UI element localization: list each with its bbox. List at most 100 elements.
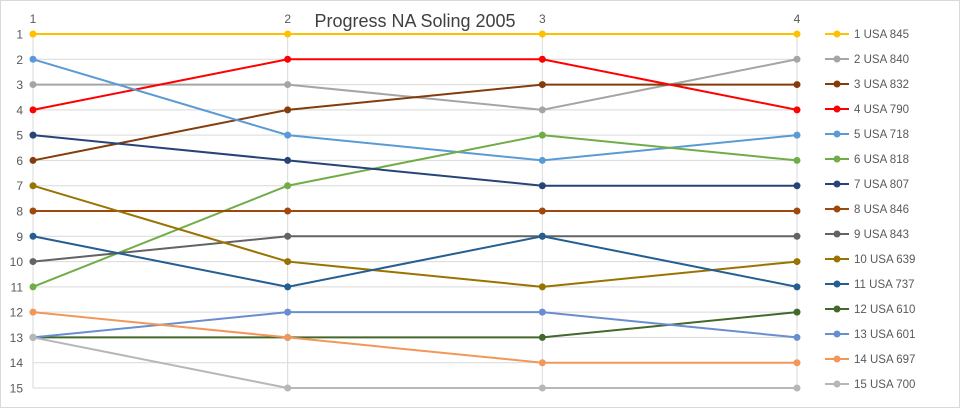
series-line bbox=[32, 235, 798, 288]
data-point bbox=[793, 106, 801, 114]
data-point bbox=[29, 30, 37, 38]
legend-label: 2 USA 840 bbox=[854, 54, 909, 66]
legend-marker bbox=[833, 130, 841, 138]
legend-marker bbox=[833, 305, 841, 313]
legend-label: 15 USA 700 bbox=[854, 379, 915, 391]
data-point bbox=[793, 258, 801, 266]
legend-marker bbox=[833, 105, 841, 113]
data-point bbox=[29, 308, 37, 316]
data-point bbox=[29, 283, 37, 291]
data-point bbox=[29, 258, 37, 266]
y-tick-label: 1 bbox=[16, 28, 23, 42]
data-point bbox=[793, 30, 801, 38]
x-tick-label: 2 bbox=[284, 12, 291, 26]
legend-label: 7 USA 807 bbox=[854, 179, 909, 191]
data-point bbox=[538, 156, 546, 164]
y-tick-label: 6 bbox=[16, 154, 23, 168]
data-point bbox=[538, 55, 546, 63]
data-point bbox=[793, 232, 801, 240]
y-tick-label: 15 bbox=[10, 382, 24, 396]
legend-marker bbox=[833, 380, 841, 388]
data-point bbox=[538, 232, 546, 240]
series-line bbox=[32, 58, 798, 111]
data-point bbox=[284, 156, 292, 164]
data-point bbox=[538, 207, 546, 215]
data-point bbox=[793, 182, 801, 190]
data-point bbox=[29, 207, 37, 215]
data-point bbox=[29, 81, 37, 89]
data-point bbox=[793, 308, 801, 316]
data-point bbox=[538, 283, 546, 291]
legend-marker bbox=[833, 180, 841, 188]
data-point bbox=[538, 30, 546, 38]
data-point bbox=[538, 308, 546, 316]
series-line bbox=[32, 134, 797, 187]
legend-marker bbox=[833, 55, 841, 63]
data-point bbox=[284, 182, 292, 190]
data-point bbox=[538, 131, 546, 139]
legend-marker bbox=[833, 230, 841, 238]
legend-marker bbox=[833, 30, 841, 38]
data-point bbox=[538, 106, 546, 114]
x-tick-label: 1 bbox=[30, 12, 37, 26]
legend-label: 12 USA 610 bbox=[854, 304, 915, 316]
y-tick-label: 11 bbox=[11, 280, 24, 294]
legend-label: 6 USA 818 bbox=[854, 154, 909, 166]
legend-label: 1 USA 845 bbox=[854, 29, 909, 41]
legend-marker bbox=[833, 330, 841, 338]
data-point bbox=[793, 333, 801, 341]
data-point bbox=[284, 131, 292, 139]
series-line bbox=[32, 184, 798, 288]
data-point bbox=[29, 156, 37, 164]
data-point bbox=[284, 232, 292, 240]
data-point bbox=[284, 283, 292, 291]
series-line bbox=[32, 336, 797, 389]
data-point bbox=[284, 384, 292, 392]
y-tick-label: 12 bbox=[10, 306, 24, 320]
data-point bbox=[284, 333, 292, 341]
legend-label: 14 USA 697 bbox=[854, 354, 915, 366]
y-tick-label: 9 bbox=[16, 230, 23, 244]
data-point bbox=[284, 30, 292, 38]
legend-label: 5 USA 718 bbox=[854, 129, 909, 141]
data-point bbox=[29, 182, 37, 190]
data-point bbox=[284, 308, 292, 316]
data-point bbox=[793, 207, 801, 215]
legend-label: 4 USA 790 bbox=[854, 104, 909, 116]
data-point bbox=[538, 81, 546, 89]
data-point bbox=[29, 55, 37, 63]
series-line bbox=[32, 311, 798, 339]
legend-label: 10 USA 639 bbox=[854, 254, 915, 266]
data-point bbox=[284, 81, 292, 89]
data-point bbox=[29, 131, 37, 139]
data-point bbox=[538, 384, 546, 392]
data-point bbox=[538, 182, 546, 190]
y-tick-label: 5 bbox=[16, 129, 23, 143]
legend-marker bbox=[833, 255, 841, 263]
legend-label: 13 USA 601 bbox=[854, 329, 915, 341]
y-tick-label: 13 bbox=[10, 331, 24, 345]
data-point bbox=[284, 55, 292, 63]
data-point bbox=[793, 359, 801, 367]
data-point bbox=[538, 333, 546, 341]
y-tick-label: 8 bbox=[16, 205, 23, 219]
series-lines bbox=[29, 30, 801, 392]
y-tick-label: 2 bbox=[16, 53, 23, 67]
y-tick-label: 3 bbox=[16, 78, 23, 92]
data-point bbox=[793, 55, 801, 63]
x-tick-label: 4 bbox=[794, 12, 801, 26]
series-line bbox=[32, 311, 797, 364]
legend-marker bbox=[833, 205, 841, 213]
data-point bbox=[793, 283, 801, 291]
legend-marker bbox=[833, 80, 841, 88]
y-tick-label: 14 bbox=[10, 356, 24, 370]
data-point bbox=[284, 258, 292, 266]
x-tick-label: 3 bbox=[539, 12, 546, 26]
legend-marker bbox=[833, 355, 841, 363]
series-line bbox=[33, 311, 798, 339]
legend-label: 11 USA 737 bbox=[854, 279, 915, 291]
data-point bbox=[793, 131, 801, 139]
